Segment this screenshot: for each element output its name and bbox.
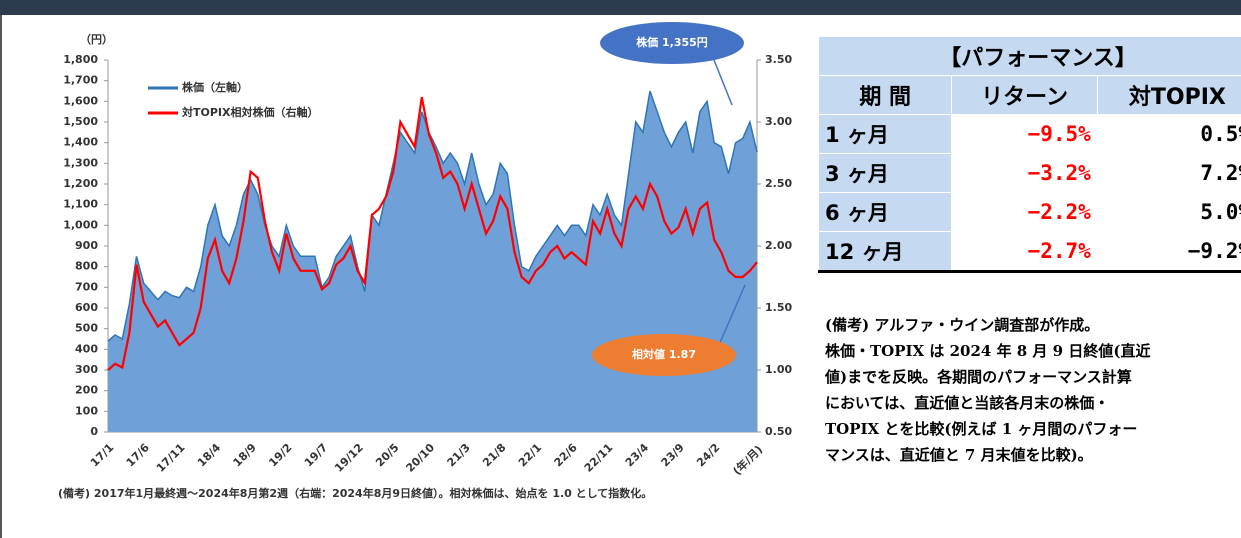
header-cell: 対TOPIX: [1096, 75, 1241, 115]
y2-tick-label: 2.00: [765, 239, 792, 252]
header-cell: 期 間: [818, 75, 953, 115]
cell: 6 ヶ月: [818, 192, 953, 232]
cell: 3 ヶ月: [818, 153, 953, 193]
x-tick-label: 21/8: [480, 441, 508, 469]
y-tick-label: 1,000: [63, 218, 98, 231]
area: [108, 91, 757, 432]
cell: −9.5%: [951, 114, 1098, 154]
row: 12 ヶ月−2.7%−9.2%: [818, 231, 1241, 273]
y-tick-label: 1,300: [63, 156, 98, 169]
y-tick-label: 500: [75, 322, 98, 335]
cell: 7.2%: [1096, 153, 1241, 193]
y-tick-label: 1,200: [63, 177, 98, 190]
annotation-bubble: [600, 22, 744, 64]
y-unit: （円）: [80, 33, 113, 46]
y-tick-label: 1,100: [63, 198, 98, 211]
y-tick-label: 100: [75, 404, 98, 417]
x-unit: (年/月): [730, 442, 765, 477]
y-tick-label: 1,400: [63, 136, 98, 149]
y2-tick-label: 3.50: [765, 53, 792, 66]
cell: −3.2%: [951, 153, 1098, 193]
y-tick-label: 300: [75, 363, 98, 376]
table-title: 【パフォーマンス】: [818, 36, 1241, 76]
annotation-text: 相対値 1.87: [632, 347, 696, 361]
x-tick-label: 19/12: [332, 441, 366, 475]
cell: 1 ヶ月: [818, 114, 953, 154]
x-tick-label: 22/11: [582, 441, 616, 475]
row: 3 ヶ月−3.2%7.2%: [818, 153, 1241, 193]
x-tick-label: 19/7: [302, 441, 330, 469]
x-tick-label: 17/6: [124, 441, 153, 470]
chart: 0 100 200 300 400 500 600 700 800 900 1,000 1,100 1,…: [63, 22, 792, 478]
x-tick-label: 20/10: [403, 441, 437, 475]
frame: [0, 15, 2, 538]
cell: 12 ヶ月: [818, 231, 953, 273]
x-tick-label: 23/9: [659, 441, 687, 469]
annotation-bubble: [592, 334, 736, 376]
x-tick-label: 22/6: [552, 441, 581, 470]
y2-tick-label: 1.00: [765, 363, 792, 376]
note-line: においては、直近値と当該各月末の株価・: [825, 394, 1110, 412]
x-tick-label: 22/1: [516, 441, 544, 469]
x-tick-label: 20/5: [373, 441, 401, 469]
y-tick-label: 900: [75, 239, 98, 252]
note-line: TOPIX とを比較(例えば 1 ヶ月間のパフォー: [825, 420, 1138, 438]
y-tick-label: 800: [75, 260, 98, 273]
y-tick-label: 400: [75, 342, 98, 355]
cell: 0.5%: [1096, 114, 1241, 154]
x-tick-label: 17/1: [88, 441, 116, 469]
cell: −2.7%: [951, 231, 1098, 273]
annotation-arrow: [711, 54, 733, 106]
y-tick-label: 1,700: [63, 74, 98, 87]
note-line: 値)までを反映。各期間のパフォーマンス計算: [825, 368, 1132, 386]
row: 1 ヶ月−9.5%0.5%: [818, 114, 1241, 154]
y2-tick-label: 3.00: [765, 115, 792, 128]
y-tick-label: 1,600: [63, 94, 98, 107]
x-tick-label: 23/4: [623, 441, 652, 470]
y-tick-label: 0: [90, 425, 98, 438]
x-tick-label: 19/2: [266, 441, 294, 469]
header-row: 期 間リターン 対TOPIX: [818, 75, 1241, 115]
notes: (備考) アルファ・ウイン調査部が作成。株価・TOPIX は 2024 年 8 …: [825, 312, 1241, 468]
y2-tick-label: 2.50: [765, 177, 792, 190]
y2-tick-label: 0.50: [765, 425, 792, 438]
line: [107, 96, 758, 371]
y-tick-label: 200: [75, 384, 98, 397]
legend-label: 対TOPIX相対株価（右軸）: [181, 105, 319, 119]
top-bar: [0, 0, 1241, 15]
annotation-arrow: [718, 284, 746, 346]
cell: −2.2%: [951, 192, 1098, 232]
x-tick-label: 24/2: [694, 441, 722, 469]
y-tick-label: 1,500: [63, 115, 98, 128]
annotation-text: 株価 1,355円: [636, 35, 708, 49]
title-row: 【パフォーマンス】: [818, 36, 1241, 76]
x-tick-label: 18/4: [195, 441, 224, 470]
x-tick-label: 18/9: [231, 441, 259, 469]
note-line: (備考) アルファ・ウイン調査部が作成。: [825, 316, 1100, 334]
y-tick-label: 600: [75, 301, 98, 314]
header-cell: リターン: [951, 75, 1098, 115]
cell: −9.2%: [1096, 231, 1241, 273]
x-tick-label: 17/11: [154, 441, 188, 475]
legend-label: 株価（左軸）: [182, 80, 248, 94]
y-tick-label: 1,800: [63, 53, 98, 66]
footnote: (備考) 2017年1月最終週～2024年8月第2週（右端：2024年8月9日終…: [58, 487, 653, 500]
line: [107, 90, 758, 342]
x-tick-label: 21/3: [445, 441, 473, 469]
row: 6 ヶ月−2.2%5.0%: [818, 192, 1241, 232]
note-line: 株価・TOPIX は 2024 年 8 月 9 日終値(直近: [825, 342, 1151, 360]
cell: 5.0%: [1096, 192, 1241, 232]
y2-tick-label: 1.50: [765, 301, 792, 314]
note-line: マンスは、直近値と 7 月末値を比較)。: [825, 446, 1093, 464]
y-tick-label: 700: [75, 280, 98, 293]
